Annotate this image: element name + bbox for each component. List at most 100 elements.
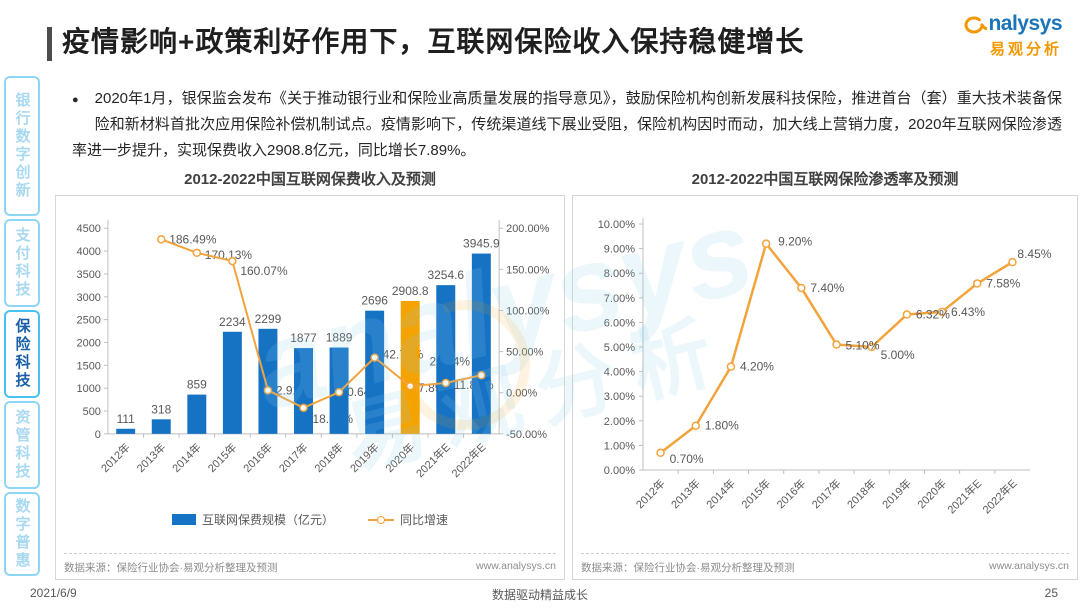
legend-bar-swatch	[171, 514, 196, 525]
svg-text:2022年E: 2022年E	[979, 476, 1019, 516]
bullet-marker: ●	[72, 94, 79, 106]
svg-text:2299: 2299	[255, 312, 282, 326]
svg-text:2000: 2000	[77, 337, 101, 349]
penetration-chart-panel: 0.00% 1.00% 2.00% 3.00% 4.00% 5.00% 6.00% 7.00%…	[572, 195, 1078, 580]
svg-text:3500: 3500	[77, 269, 101, 281]
svg-text:1000: 1000	[77, 383, 101, 395]
point-2021年E	[972, 279, 982, 288]
svg-text:0.00%: 0.00%	[506, 388, 537, 400]
svg-text:111: 111	[117, 412, 136, 426]
point-2015年	[761, 239, 771, 248]
svg-text:500: 500	[83, 406, 101, 418]
svg-text:4.20%: 4.20%	[740, 360, 774, 374]
source-url: www.analysys.cn	[476, 560, 556, 572]
penetration-chart-title: 2012-2022中国互联网保险渗透率及预测	[691, 171, 959, 188]
point-2020年	[937, 307, 947, 317]
svg-text:200.00%: 200.00%	[506, 223, 550, 235]
svg-text:7.40%: 7.40%	[810, 281, 844, 295]
footer-slogan: 数据驱动精益成长	[491, 588, 588, 602]
page-number: 25	[1044, 586, 1058, 600]
svg-text:9.00%: 9.00%	[604, 244, 635, 256]
svg-text:2012年: 2012年	[98, 440, 133, 475]
analysys-logo: nalysys 易观分析	[961, 12, 1062, 59]
logo-subtext: 易观分析	[989, 41, 1062, 58]
svg-text:2018年: 2018年	[844, 476, 879, 511]
svg-text:859: 859	[187, 378, 207, 392]
svg-text:186.49%: 186.49%	[169, 232, 217, 246]
sidebar-tab-4[interactable]: 资管科技	[4, 401, 40, 489]
bar-2019年	[365, 310, 385, 434]
svg-text:6.43%: 6.43%	[951, 305, 985, 319]
source-row: 数据来源：保险行业协会·易观分析整理及预测 www.analysys.cn	[64, 553, 556, 575]
svg-text:2013年: 2013年	[133, 440, 168, 475]
sidebar-tab-3[interactable]: 保险科技	[4, 310, 40, 398]
footer: 2021/6/9 数据驱动精益成长 25	[0, 582, 1080, 608]
page-title: 疫情影响+政策利好作用下，互联网保险收入保持稳健增长	[62, 26, 805, 57]
legend-item-line: 同比增速	[368, 511, 448, 528]
point-2018年	[867, 342, 876, 352]
svg-text:2017年: 2017年	[809, 476, 844, 511]
svg-text:5.10%: 5.10%	[846, 339, 880, 353]
source-row: 数据来源：保险行业协会·易观分析整理及预测 www.analysys.cn	[581, 553, 1069, 575]
svg-text:150.00%: 150.00%	[506, 264, 550, 276]
svg-text:2021年E: 2021年E	[944, 476, 984, 516]
svg-text:0.00%: 0.00%	[604, 465, 635, 477]
svg-text:2014年: 2014年	[703, 476, 738, 511]
bar-2013年	[151, 419, 171, 434]
svg-text:4500: 4500	[77, 223, 101, 235]
svg-text:4000: 4000	[77, 246, 101, 258]
svg-text:2015年: 2015年	[738, 476, 773, 511]
bar-2015年	[222, 331, 242, 434]
penetration-section: 2012-2022中国互联网保险渗透率及预测 0.00% 1.00% 2.00% 3.…	[572, 168, 1078, 580]
sidebar-tab-2[interactable]: 支付科技	[4, 219, 40, 307]
bar-2012年	[116, 428, 136, 434]
svg-text:318: 318	[151, 402, 171, 416]
point-2013年	[691, 421, 701, 430]
premium-income-section: 2012-2022中国互联网保费收入及预测 0 500 1000 1500 2000 25…	[55, 168, 565, 580]
sidebar-tab-5[interactable]: 数字普惠	[4, 492, 40, 576]
svg-text:2908.8: 2908.8	[392, 284, 429, 298]
source-url: www.analysys.cn	[989, 560, 1069, 572]
svg-text:0.70%: 0.70%	[670, 452, 704, 466]
point-2016年	[797, 283, 806, 293]
svg-text:1.00%: 1.00%	[604, 440, 635, 452]
svg-text:2500: 2500	[77, 315, 101, 327]
svg-text:7.58%: 7.58%	[986, 277, 1020, 291]
svg-text:1877: 1877	[290, 331, 317, 345]
logo-swirl-icon	[964, 16, 988, 34]
svg-text:1500: 1500	[77, 360, 101, 372]
svg-text:1889: 1889	[326, 331, 353, 345]
point-2014年	[726, 362, 736, 371]
point-2019年	[902, 310, 912, 319]
svg-text:8.00%: 8.00%	[604, 268, 635, 280]
sidebar: 银行数字创新 支付科技 保险科技 资管科技 数字普惠	[4, 76, 40, 576]
bar-2016年	[258, 328, 278, 434]
footer-date: 2021/6/9	[30, 586, 77, 600]
svg-text:100.00%: 100.00%	[506, 305, 550, 317]
svg-text:50.00%: 50.00%	[506, 347, 543, 359]
svg-text:7.00%: 7.00%	[604, 293, 635, 305]
svg-text:2020年: 2020年	[914, 476, 949, 511]
svg-text:6.00%: 6.00%	[604, 317, 635, 329]
logo-wordmark: nalysys	[988, 12, 1062, 35]
penetration-rate-chart: 0.00% 1.00% 2.00% 3.00% 4.00% 5.00% 6.00% 7.00%…	[598, 218, 1052, 516]
sidebar-tab-1[interactable]: 银行数字创新	[4, 76, 40, 216]
svg-text:2022年E: 2022年E	[448, 440, 488, 480]
point-2017年	[832, 340, 841, 349]
source-note: 数据来源：保险行业协会·易观分析整理及预测	[581, 562, 795, 574]
svg-text:2014年: 2014年	[169, 440, 204, 475]
svg-text:6.32%: 6.32%	[916, 308, 950, 322]
svg-text:2015年: 2015年	[205, 440, 240, 475]
svg-text:-50.00%: -50.00%	[506, 429, 547, 441]
svg-text:9.20%: 9.20%	[778, 235, 812, 249]
bar-2020年	[400, 300, 420, 434]
bar-2021年E	[436, 285, 456, 434]
summary-text: 2020年1月，银保监会发布《关于推动银行业和保险业高质量发展的指导意见》，鼓励…	[72, 90, 1062, 159]
svg-text:3254.6: 3254.6	[427, 268, 464, 282]
svg-text:160.07%: 160.07%	[240, 264, 288, 278]
point-2012年	[656, 448, 665, 458]
source-note: 数据来源：保险行业协会·易观分析整理及预测	[64, 562, 278, 574]
bar-2014年	[187, 394, 207, 434]
svg-text:5.00%: 5.00%	[881, 348, 915, 362]
